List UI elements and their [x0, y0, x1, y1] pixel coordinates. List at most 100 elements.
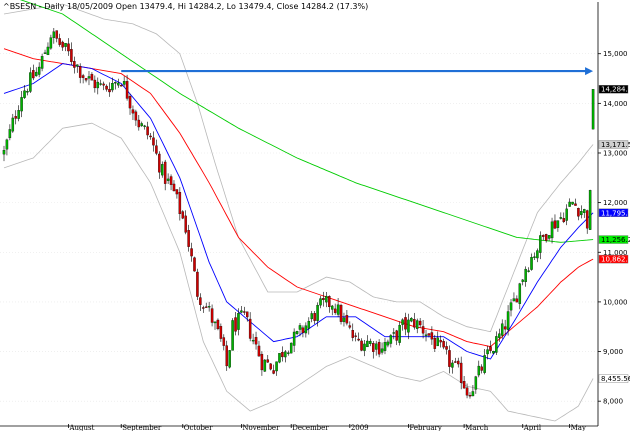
- candle-body: [172, 183, 176, 192]
- candle-body: [137, 119, 141, 128]
- candle-body: [275, 361, 278, 372]
- candle-body: [99, 83, 102, 85]
- candle-body: [64, 42, 67, 47]
- candle-body: [81, 75, 85, 78]
- candle-body: [410, 318, 413, 322]
- candle-body: [527, 270, 530, 272]
- candle-body: [307, 320, 311, 329]
- price-tag-label: 14,284.2: [601, 86, 630, 94]
- candle-body: [26, 91, 29, 93]
- candle-body: [319, 298, 322, 306]
- candle-body: [202, 307, 205, 309]
- x-tick-label: April: [523, 424, 542, 431]
- candle-body: [524, 268, 527, 283]
- candle-body: [451, 362, 454, 368]
- candle-body: [544, 234, 548, 241]
- candle-body: [465, 387, 469, 396]
- ma50-line: [3, 48, 594, 348]
- candle-body: [533, 256, 536, 258]
- candle-body: [70, 49, 73, 62]
- candle-body: [521, 279, 524, 282]
- candle-body: [457, 360, 460, 365]
- price-tag-box: [598, 235, 629, 244]
- candle-body: [316, 304, 319, 321]
- candle-body: [486, 349, 489, 355]
- grid-layer: [0, 53, 598, 402]
- candle-body: [163, 161, 167, 184]
- candle-body: [61, 41, 64, 48]
- candle-body: [272, 370, 275, 374]
- candle-body: [421, 326, 425, 334]
- candle-body: [591, 89, 595, 130]
- candle-body: [248, 318, 252, 339]
- candle-body: [14, 116, 17, 119]
- ma20-line: [3, 63, 594, 360]
- candle-body: [398, 325, 401, 343]
- candle-body: [108, 88, 111, 93]
- candle-body: [574, 203, 577, 206]
- candle-body: [102, 83, 105, 86]
- arrow-head: [585, 67, 594, 76]
- y-tick-label: 9,000: [603, 348, 623, 356]
- candle-body: [503, 326, 507, 330]
- bollinger-upper-line: [3, 3, 594, 333]
- chart-title: ^BSESN - Daily 18/05/2009 Open 13479.4, …: [3, 2, 368, 11]
- x-tick-label: November: [242, 424, 280, 431]
- candle-body: [278, 353, 281, 363]
- candle-body: [266, 359, 270, 363]
- y-tick-label: 13,000: [603, 149, 628, 157]
- candle-body: [119, 85, 123, 87]
- candle-body: [492, 351, 495, 354]
- x-tick-label: October: [184, 424, 213, 431]
- candle-body: [386, 341, 390, 346]
- price-tag-label: 11,795.9: [601, 209, 630, 217]
- price-tag-box: [598, 374, 629, 383]
- y-tick-label: 11,000: [603, 249, 628, 257]
- candle-body: [471, 391, 475, 397]
- candle-body: [433, 338, 437, 349]
- candle-body: [407, 319, 410, 333]
- candle-body: [234, 317, 237, 332]
- candle-body: [243, 311, 246, 313]
- y-tick-label: 8,000: [603, 398, 623, 406]
- candle-body: [383, 342, 387, 351]
- candle-body: [175, 189, 179, 195]
- candle-body: [489, 346, 492, 351]
- candle-body: [152, 137, 155, 146]
- candle-body: [427, 333, 431, 336]
- candle-body: [424, 334, 428, 336]
- candle-body: [413, 319, 416, 328]
- candle-body: [213, 321, 217, 324]
- candle-body: [216, 319, 220, 330]
- y-tick-label: 10,000: [603, 298, 628, 306]
- candle-body: [392, 332, 396, 334]
- candle-body: [237, 313, 240, 330]
- candle-body: [155, 145, 158, 154]
- candle-body: [114, 82, 117, 84]
- candle-body: [565, 208, 568, 221]
- candle-body: [257, 345, 261, 357]
- candle-body: [495, 336, 498, 353]
- candle-body: [222, 337, 226, 346]
- candle-body: [210, 308, 214, 323]
- candle-body: [553, 220, 557, 229]
- candle-body: [301, 327, 305, 333]
- candle-body: [348, 325, 352, 328]
- candle-body: [134, 111, 138, 121]
- candle-body: [67, 43, 70, 52]
- candle-body: [122, 81, 126, 85]
- candle-body: [117, 82, 120, 86]
- bollinger-bands: [3, 3, 594, 422]
- candle-body: [17, 110, 20, 119]
- candle-body: [509, 302, 513, 311]
- candle-body: [580, 211, 583, 216]
- candle-body: [530, 257, 533, 270]
- candle-body: [231, 320, 234, 351]
- candle-body: [29, 72, 32, 92]
- candle-body: [506, 311, 510, 330]
- candle-body: [498, 333, 501, 338]
- price-tag-label: 10,862.1: [601, 256, 630, 264]
- y-tick-label: 15,000: [603, 50, 628, 58]
